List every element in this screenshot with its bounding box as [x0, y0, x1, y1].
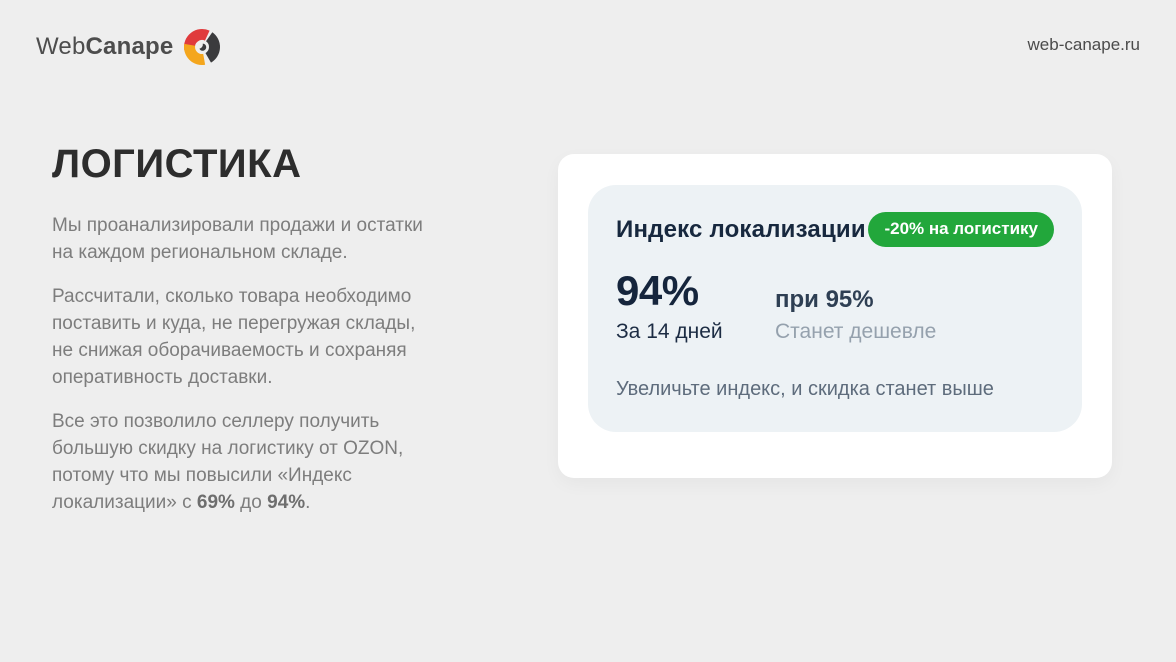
target-index-column: при 95% Станет дешевле — [775, 287, 936, 343]
info-card: Индекс локализации -20% на логистику 94%… — [558, 154, 1112, 478]
target-index-value: при 95% — [775, 286, 874, 314]
page-title: ЛОГИСТИКА — [52, 142, 302, 186]
hint-text: Увеличьте индекс, и скидка станет выше — [616, 377, 994, 400]
paragraph-3-bold-69: 69% — [196, 492, 235, 513]
webcanape-swirl-icon — [184, 29, 221, 65]
paragraph-3-part-1: Все это позволило селлеру получить больш… — [52, 411, 404, 513]
widget-header: Индекс локализации -20% на логистику — [616, 212, 1054, 247]
discount-badge: -20% на логистику — [868, 212, 1054, 247]
localization-index-widget: Индекс локализации -20% на логистику 94%… — [588, 185, 1082, 432]
intro-paragraph-1: Мы проанализировали продажи и остатки на… — [52, 215, 423, 263]
widget-stats-row: 94% За 14 дней при 95% Станет дешевле — [616, 269, 1054, 344]
paragraph-3-part-3: . — [305, 492, 311, 513]
site-url: web-canape.ru — [1027, 35, 1140, 54]
widget-title: Индекс локализации — [616, 215, 866, 243]
logo-word-web: Web — [36, 33, 86, 60]
current-index-caption: За 14 дней — [616, 319, 723, 343]
paragraph-3-bold-94: 94% — [267, 492, 306, 513]
target-index-caption: Станет дешевле — [775, 319, 937, 343]
logo-word-canape: Canape — [85, 33, 174, 60]
intro-paragraph-2: Рассчитали, сколько товара необходимо по… — [52, 286, 416, 388]
paragraph-3-part-2: до — [234, 492, 268, 513]
current-index-column: 94% За 14 дней — [616, 269, 775, 344]
webcanape-logo: WebCanape — [36, 27, 222, 67]
logo-wordmark: WebCanape — [36, 33, 173, 61]
intro-paragraph-3: Все это позволило селлеру получить больш… — [52, 408, 522, 516]
current-index-value: 94% — [616, 267, 699, 314]
intro-text-block: Мы проанализировали продажи и остатки на… — [52, 212, 522, 533]
